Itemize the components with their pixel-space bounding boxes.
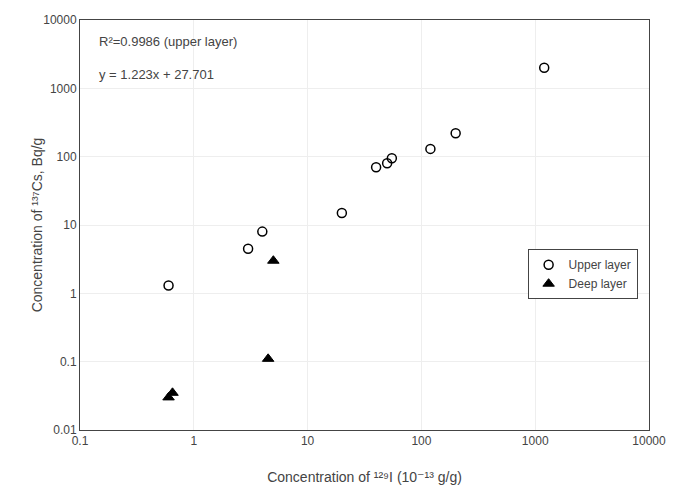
svg-text:1: 1 [70, 287, 77, 301]
svg-text:Upper layer: Upper layer [569, 258, 631, 272]
svg-text:1000: 1000 [522, 434, 549, 448]
svg-text:Concentration of ¹³⁷Cs, Bq/g: Concentration of ¹³⁷Cs, Bq/g [29, 138, 45, 313]
svg-text:0.1: 0.1 [72, 434, 89, 448]
svg-text:100: 100 [57, 150, 77, 164]
svg-text:Concentration of ¹²⁹I (10⁻¹³ g: Concentration of ¹²⁹I (10⁻¹³ g/g) [267, 469, 462, 485]
svg-text:1: 1 [190, 434, 197, 448]
svg-text:1000: 1000 [50, 82, 77, 96]
svg-text:0.01: 0.01 [53, 423, 77, 437]
svg-text:Deep layer: Deep layer [569, 277, 627, 291]
svg-text:y = 1.223x + 27.701: y = 1.223x + 27.701 [99, 67, 214, 82]
svg-text:10000: 10000 [43, 13, 77, 27]
svg-text:100: 100 [411, 434, 431, 448]
svg-text:0.1: 0.1 [60, 355, 77, 369]
svg-text:10: 10 [301, 434, 315, 448]
svg-text:R²=0.9986 (upper layer): R²=0.9986 (upper layer) [99, 34, 237, 49]
svg-text:10000: 10000 [632, 434, 666, 448]
svg-text:10: 10 [63, 218, 77, 232]
